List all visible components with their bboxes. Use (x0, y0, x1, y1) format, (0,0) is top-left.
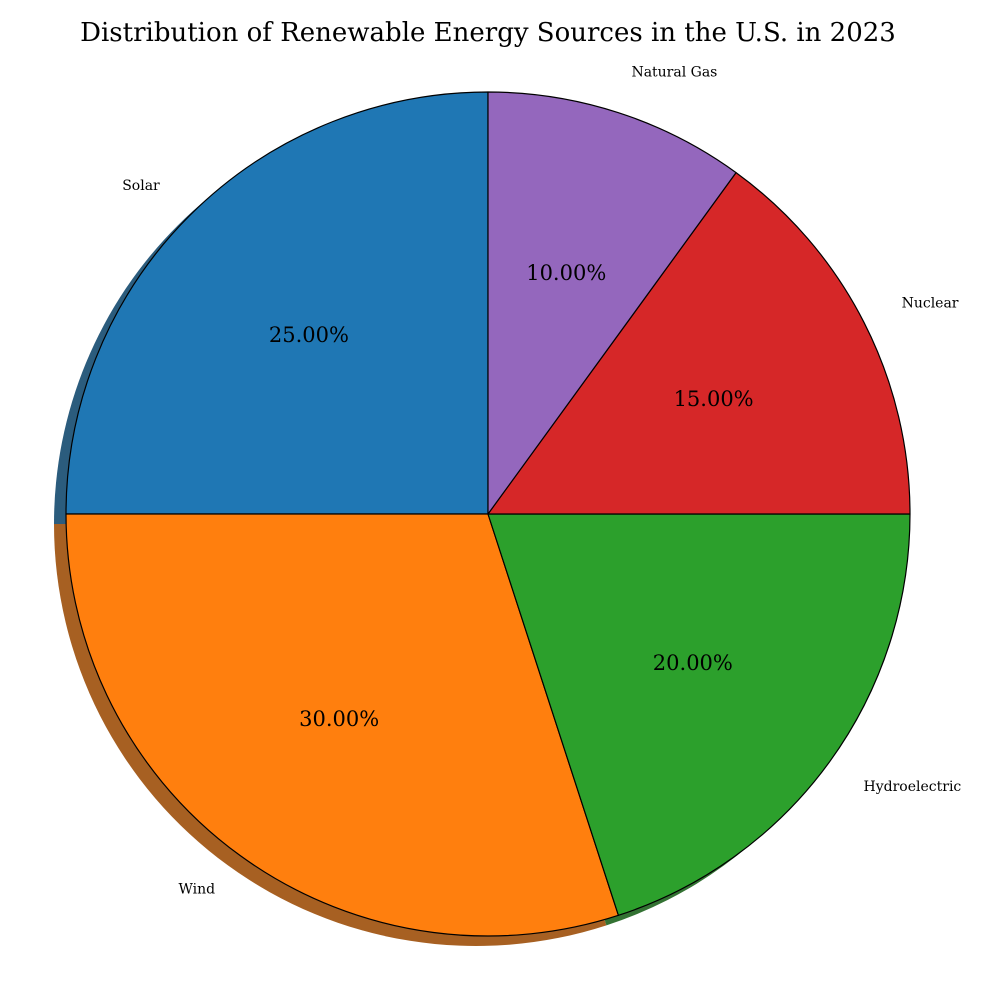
slice-label-solar: Solar (122, 178, 160, 194)
percent-label-solar: 25.00% (269, 323, 349, 347)
percent-label-natural-gas: 10.00% (526, 261, 606, 285)
pie-slice-wind (65, 513, 620, 937)
slice-label-natural-gas: Natural Gas (631, 65, 717, 81)
slice-label-hydroelectric: Hydroelectric (864, 779, 962, 795)
chart-title: Distribution of Renewable Energy Sources… (80, 18, 896, 48)
pie-labels: Solar 25.00% Wind 30.00% Hydroelectric 20.00%… (122, 65, 961, 898)
pie-slice-solar (65, 91, 489, 515)
slice-label-wind: Wind (179, 882, 216, 898)
percent-label-wind: 30.00% (299, 707, 379, 731)
percent-label-hydroelectric: 20.00% (653, 651, 733, 675)
pie-slice-hydroelectric (487, 513, 911, 916)
percent-label-nuclear: 15.00% (674, 387, 754, 411)
pie-slices (65, 91, 911, 937)
pie-slice-nuclear (487, 171, 911, 515)
pie-slice-natural-gas (487, 91, 737, 515)
slice-label-nuclear: Nuclear (902, 295, 959, 311)
